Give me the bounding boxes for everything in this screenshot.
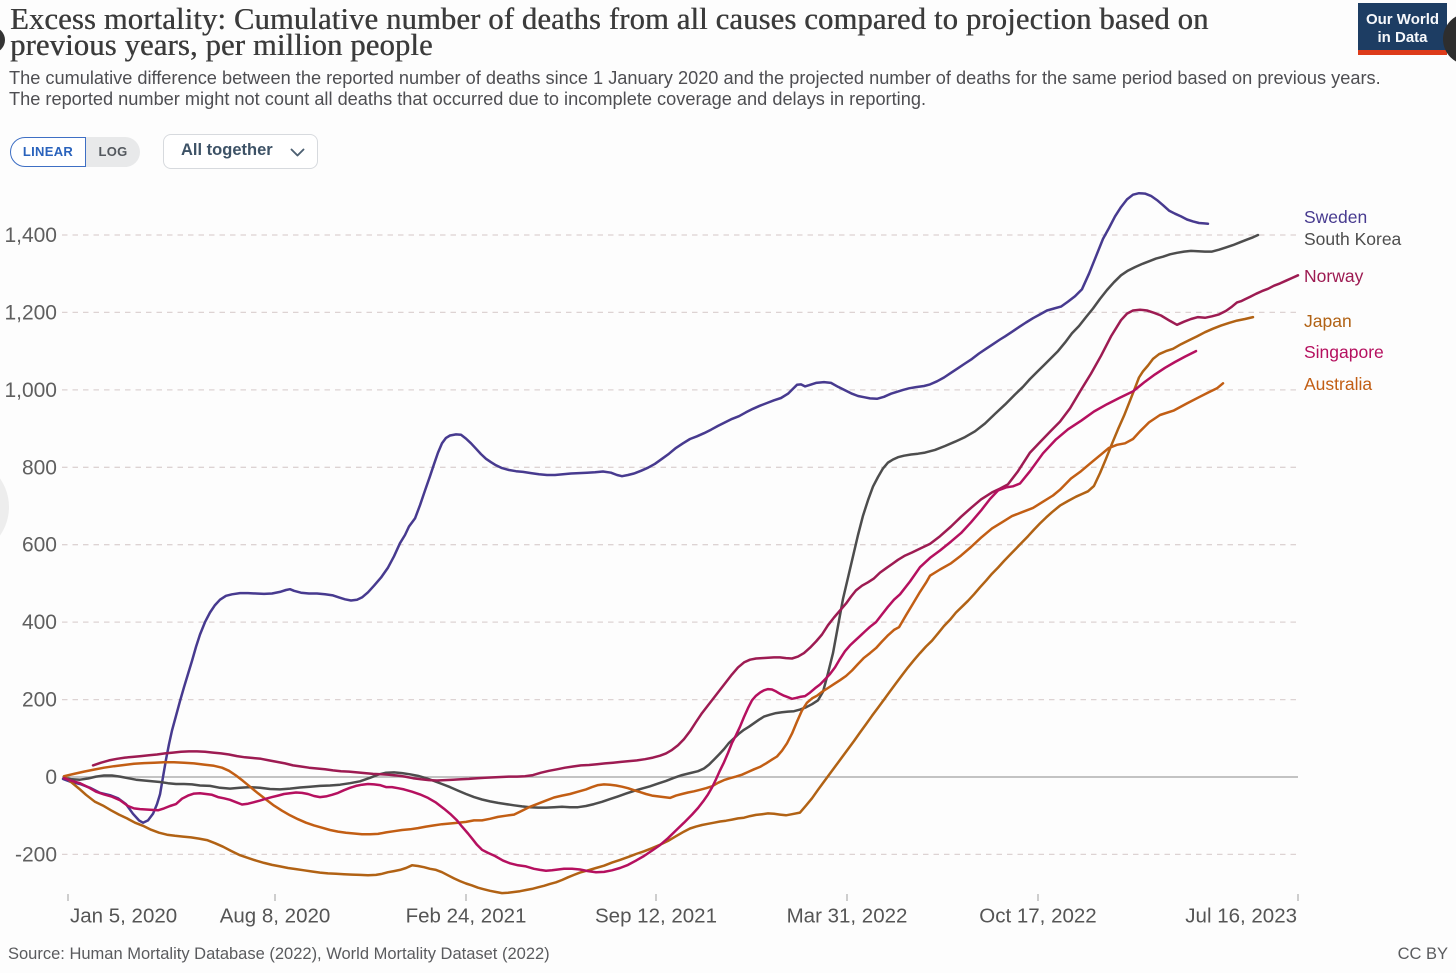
svg-text:400: 400 — [22, 611, 57, 634]
svg-text:0: 0 — [45, 766, 57, 789]
svg-text:South Korea: South Korea — [1304, 229, 1402, 249]
svg-text:Feb 24, 2021: Feb 24, 2021 — [406, 905, 527, 928]
svg-text:Aug 8, 2020: Aug 8, 2020 — [220, 905, 331, 928]
svg-text:Japan: Japan — [1304, 311, 1352, 331]
svg-text:1,200: 1,200 — [4, 301, 57, 324]
svg-text:1,000: 1,000 — [4, 379, 57, 402]
svg-text:600: 600 — [22, 534, 57, 557]
svg-text:Norway: Norway — [1304, 266, 1364, 286]
svg-text:-200: -200 — [15, 843, 57, 866]
svg-text:800: 800 — [22, 456, 57, 479]
svg-text:Jan 5, 2020: Jan 5, 2020 — [70, 905, 177, 928]
svg-text:Jul 16, 2023: Jul 16, 2023 — [1185, 905, 1297, 928]
svg-text:Singapore: Singapore — [1304, 342, 1384, 362]
svg-text:1,400: 1,400 — [4, 224, 57, 247]
svg-text:Australia: Australia — [1304, 374, 1372, 394]
svg-text:Oct 17, 2022: Oct 17, 2022 — [979, 905, 1096, 928]
svg-text:Sweden: Sweden — [1304, 207, 1367, 227]
svg-text:Sep 12, 2021: Sep 12, 2021 — [595, 905, 717, 928]
svg-text:200: 200 — [22, 689, 57, 712]
svg-text:Mar 31, 2022: Mar 31, 2022 — [787, 905, 908, 928]
